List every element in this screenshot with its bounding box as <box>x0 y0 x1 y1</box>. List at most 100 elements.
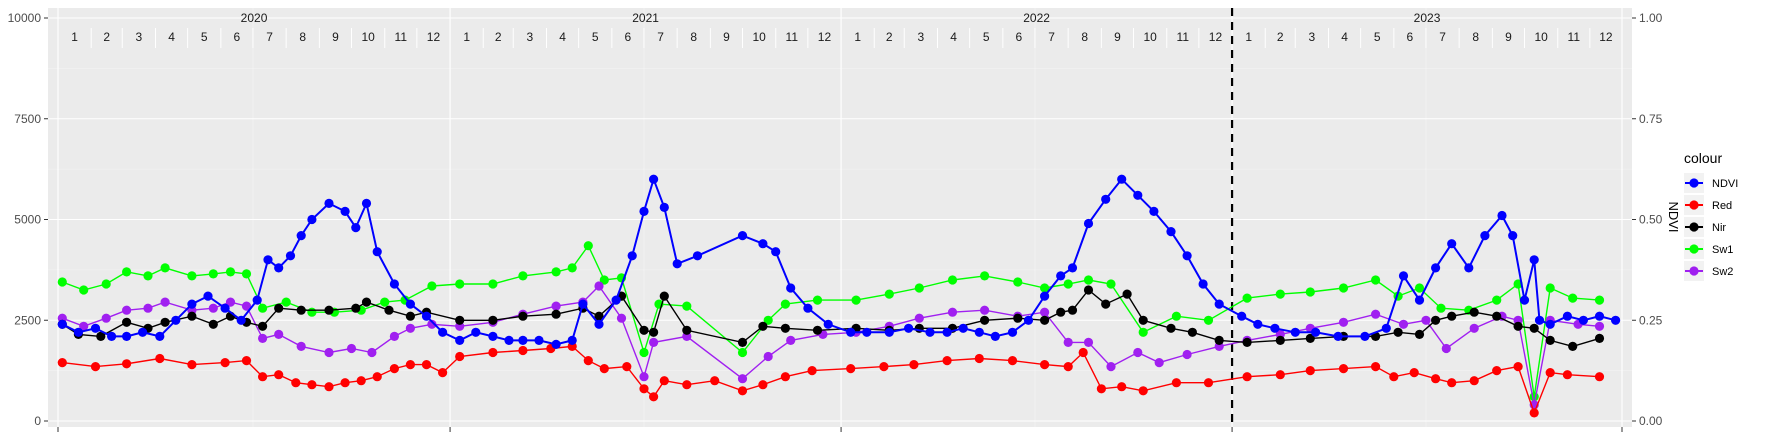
data-point <box>1237 311 1247 321</box>
data-point <box>488 347 498 358</box>
month-label: 11 <box>1177 30 1190 44</box>
month-label: 10 <box>361 30 375 44</box>
data-point <box>1096 384 1106 394</box>
data-point <box>384 305 394 315</box>
data-point <box>1007 327 1018 337</box>
data-point <box>958 323 968 333</box>
data-point <box>274 303 284 313</box>
data-point <box>518 271 528 281</box>
month-label: 9 <box>1114 30 1121 44</box>
data-point <box>578 299 588 309</box>
data-point <box>1338 283 1349 293</box>
month-label: 7 <box>657 30 664 44</box>
legend-title: colour <box>1684 150 1722 166</box>
data-point <box>1083 218 1094 229</box>
data-point <box>942 356 952 366</box>
data-point <box>914 283 924 293</box>
month-label: 3 <box>918 30 925 44</box>
data-point <box>611 295 621 305</box>
month-label: 12 <box>818 30 832 44</box>
month-label: 3 <box>527 30 534 44</box>
data-point <box>1464 263 1474 273</box>
data-point <box>122 331 132 341</box>
data-point <box>208 269 218 279</box>
month-label: 12 <box>1599 30 1613 44</box>
data-point <box>1253 319 1263 329</box>
data-point <box>1040 283 1050 293</box>
data-point <box>361 198 372 208</box>
data-point <box>627 251 637 261</box>
x-axis <box>57 427 1623 432</box>
data-point <box>1305 366 1315 376</box>
month-label: 6 <box>1407 30 1414 44</box>
data-point <box>1534 315 1545 325</box>
data-point <box>1393 327 1403 337</box>
data-point <box>1182 349 1192 360</box>
data-point <box>101 313 111 323</box>
month-label: 1 <box>463 30 470 44</box>
data-point <box>96 331 106 341</box>
month-label: 4 <box>950 30 957 44</box>
data-point <box>1270 323 1280 333</box>
data-point <box>263 255 273 265</box>
data-point <box>1545 283 1555 293</box>
data-point <box>551 339 561 349</box>
data-point <box>155 331 165 341</box>
data-point <box>1040 315 1050 325</box>
month-label: 11 <box>395 30 408 44</box>
legend-label: NDVI <box>1712 178 1738 190</box>
data-point <box>1067 305 1078 315</box>
data-point <box>1492 366 1502 376</box>
data-point <box>1529 323 1539 333</box>
data-point <box>659 202 669 212</box>
data-point <box>1568 341 1578 351</box>
data-point <box>296 341 306 351</box>
data-point <box>1447 239 1457 249</box>
data-point <box>1101 299 1111 309</box>
month-label: 3 <box>1309 30 1316 44</box>
data-point <box>1545 319 1555 329</box>
year-label: 2022 <box>1023 11 1050 25</box>
data-point <box>389 364 399 374</box>
data-point <box>258 372 268 382</box>
y-right-tick-label: 0.00 <box>1639 414 1663 428</box>
month-label: 9 <box>1505 30 1512 44</box>
data-point <box>274 370 284 380</box>
data-point <box>947 307 958 317</box>
data-point <box>143 303 153 313</box>
data-point <box>1056 271 1066 281</box>
data-point <box>455 315 465 325</box>
data-point <box>208 303 218 313</box>
data-point <box>980 305 990 315</box>
data-point <box>682 301 692 311</box>
data-point <box>594 311 604 321</box>
data-point <box>57 277 67 287</box>
data-point <box>1338 317 1349 327</box>
data-point <box>258 321 268 331</box>
data-point <box>1469 323 1479 333</box>
data-point <box>737 386 748 396</box>
data-point <box>599 275 609 285</box>
legend-label: Sw2 <box>1712 266 1733 278</box>
month-label: 2 <box>1277 30 1284 44</box>
month-label: 5 <box>592 30 599 44</box>
data-point <box>1101 194 1111 204</box>
data-point <box>79 321 89 331</box>
data-point <box>57 358 67 368</box>
data-point <box>758 380 768 390</box>
data-point <box>758 239 768 249</box>
data-point <box>974 353 984 364</box>
data-point <box>324 305 334 315</box>
data-point <box>1013 277 1023 287</box>
data-point <box>1414 329 1425 339</box>
data-point <box>639 206 649 216</box>
data-point <box>405 360 415 370</box>
y-left-tick-label: 7500 <box>14 112 41 126</box>
month-label: 5 <box>1374 30 1381 44</box>
data-point <box>421 360 432 370</box>
month-label: 11 <box>1568 30 1581 44</box>
data-point <box>367 347 377 358</box>
month-label: 2 <box>103 30 110 44</box>
data-point <box>594 319 604 329</box>
data-point <box>427 319 437 329</box>
